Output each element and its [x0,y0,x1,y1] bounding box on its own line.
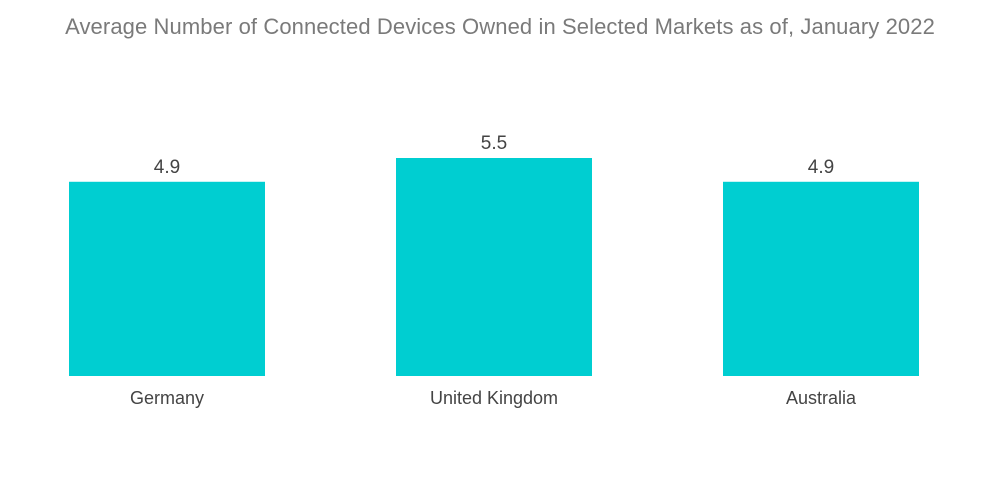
data-label: 4.9 [154,157,180,178]
x-tick-label: United Kingdom [430,388,558,408]
bar-germany [69,181,265,376]
chart-title: Average Number of Connected Devices Owne… [65,14,935,39]
bar-united-kingdom [396,158,592,376]
x-tick-label: Australia [786,388,857,408]
bar-australia [723,181,919,376]
data-label: 5.5 [481,133,507,154]
x-tick-label: Germany [130,388,204,408]
data-label: 4.9 [808,157,834,178]
